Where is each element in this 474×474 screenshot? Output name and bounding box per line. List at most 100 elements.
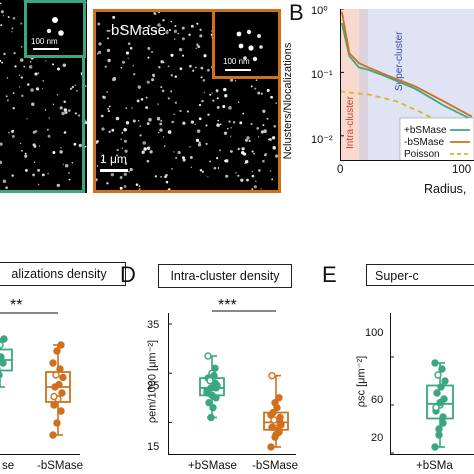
speckle (205, 124, 208, 127)
speckle (62, 163, 65, 165)
speckle (125, 51, 130, 55)
plus-e-point (437, 383, 445, 391)
inset-plus-scale-label: 100 nm (31, 37, 58, 46)
speckle (146, 122, 150, 125)
speckle (18, 86, 21, 88)
panel-d-ytick-0: 35 (147, 319, 160, 331)
speckle (251, 174, 255, 178)
speckle (258, 136, 260, 138)
panel-c-xtick-0: se (2, 460, 15, 472)
speckle (160, 176, 162, 178)
speckle (179, 109, 182, 113)
speckle (123, 185, 127, 188)
speckle (19, 142, 22, 145)
plus-point (212, 384, 220, 392)
speckle (138, 188, 141, 190)
speckle (212, 99, 215, 102)
speckle (159, 122, 163, 126)
speckle (136, 99, 140, 103)
speckle (63, 108, 67, 112)
speckle (228, 120, 231, 123)
speckle (216, 157, 219, 160)
speckle (159, 128, 163, 132)
speckle (84, 121, 87, 125)
intra-cluster-label: Intra-cluster (345, 96, 356, 149)
speckle (248, 139, 251, 142)
panel-e-title: Super-c (366, 264, 474, 286)
speckle (11, 27, 14, 30)
speckle (3, 52, 6, 56)
speckle (146, 146, 151, 150)
speckle (237, 101, 240, 103)
speckle (154, 29, 158, 33)
speckle (106, 37, 110, 40)
speckle (123, 172, 128, 177)
speckle (146, 159, 150, 163)
speckle (182, 54, 185, 57)
speckle (163, 136, 165, 138)
speckle (178, 47, 183, 52)
speckle (207, 68, 210, 72)
plus-e-point (441, 377, 449, 385)
speckle (217, 119, 219, 122)
speckle (71, 85, 75, 89)
speckle (253, 185, 257, 189)
speckle (156, 116, 161, 121)
speckle (30, 88, 34, 92)
speckle (47, 134, 51, 138)
speckle (133, 73, 136, 76)
speckle (250, 123, 253, 125)
speckle (254, 87, 257, 90)
speckle (213, 166, 217, 170)
speckle (56, 183, 60, 188)
speckle (5, 186, 8, 189)
micrograph-minus-label: -bSMase (106, 22, 167, 39)
speckle (132, 119, 136, 123)
speckle (145, 96, 148, 99)
speckle (106, 48, 111, 53)
minus-c-point (58, 389, 66, 397)
speckle (223, 131, 228, 135)
speckle (242, 112, 245, 115)
speckle (201, 99, 204, 103)
panel-d-ytick-1: 25 (147, 380, 160, 392)
speckle (96, 178, 98, 182)
minus-point (276, 418, 284, 427)
speckle (195, 66, 197, 69)
speckle (273, 125, 276, 128)
speckle (160, 86, 163, 89)
plus-e-point (439, 413, 447, 421)
speckle (222, 104, 226, 109)
speckle (197, 143, 202, 147)
legend-box (399, 117, 474, 161)
panel-b-ytick-0: 10⁰ (311, 5, 328, 17)
speckle (192, 69, 195, 72)
speckle (158, 131, 160, 134)
speckle (181, 37, 185, 41)
panel-letter-d: D (120, 262, 136, 287)
speckle (203, 91, 206, 94)
speckle (270, 95, 273, 99)
panel-d-xtick-0: +bSMase (188, 460, 237, 472)
plus-e-point (439, 419, 447, 427)
speckle (29, 61, 32, 63)
speckle (157, 12, 161, 14)
speckle (64, 110, 68, 115)
speckle (37, 183, 40, 186)
panel-c-xtick-1: -bSMase (37, 460, 84, 472)
speckle (182, 158, 186, 162)
speckle (219, 149, 222, 152)
speckle (61, 111, 65, 116)
speckle (160, 60, 164, 64)
speckle (71, 161, 74, 164)
speckle (174, 24, 177, 28)
micrograph-plus-frame (0, 0, 85, 193)
speckle (74, 112, 78, 115)
legend-label-2: Poisson (404, 149, 440, 160)
inset-minus-scale-label: 100 nm (223, 57, 250, 66)
speckle (269, 170, 272, 172)
speckle (268, 137, 272, 141)
plus-e-point (438, 365, 446, 373)
speckle (52, 151, 56, 154)
speckle (239, 121, 243, 125)
